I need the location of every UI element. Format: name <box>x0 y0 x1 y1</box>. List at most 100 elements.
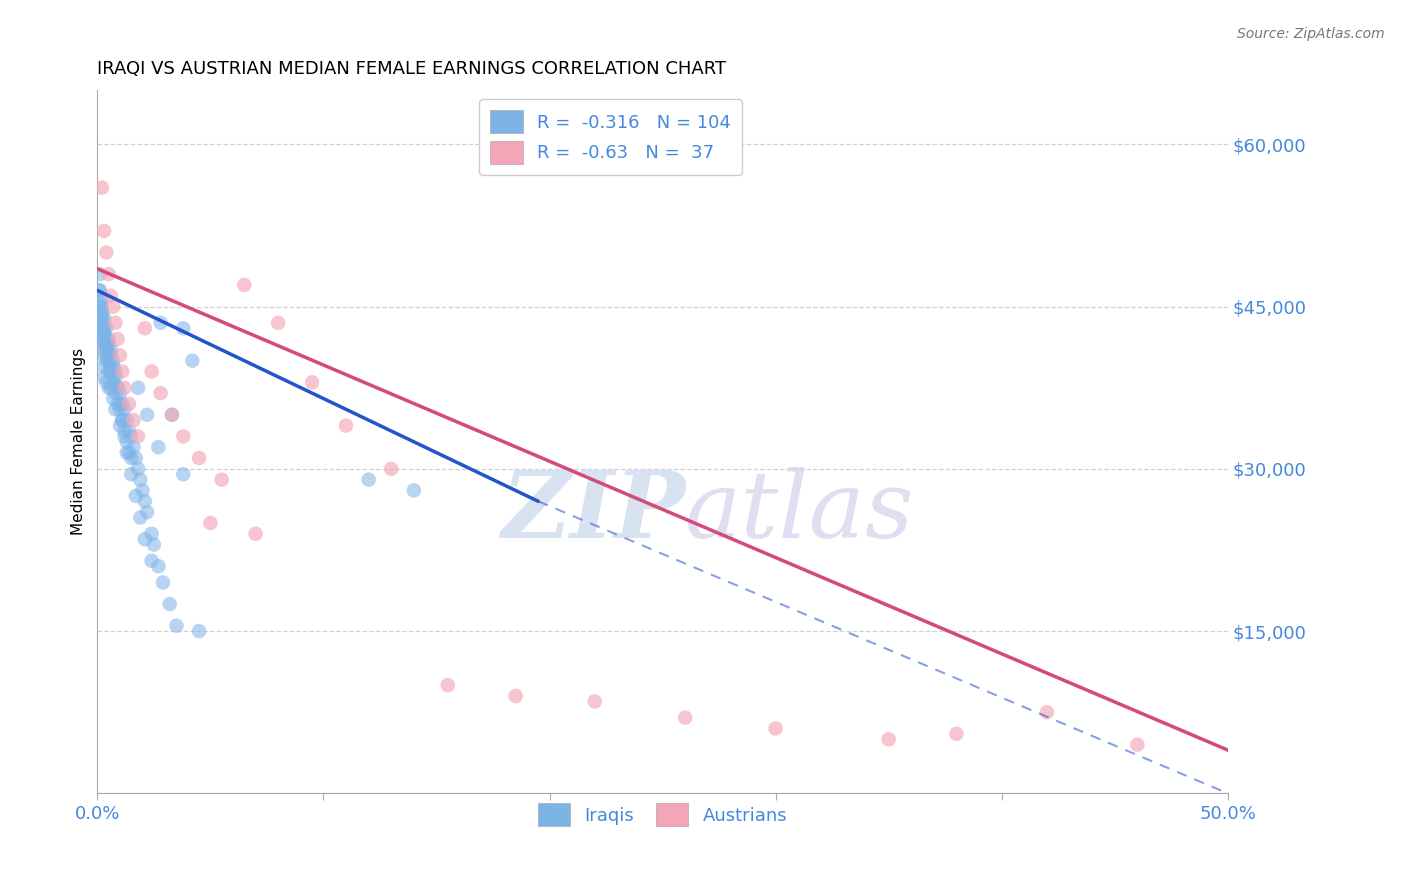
Point <box>129 510 152 524</box>
Point <box>90 294 112 309</box>
Point <box>267 316 290 330</box>
Point <box>101 359 124 373</box>
Point <box>108 397 131 411</box>
Point <box>93 310 115 325</box>
Point <box>89 284 111 298</box>
Point <box>149 386 172 401</box>
Point <box>89 294 111 309</box>
Point <box>877 732 900 747</box>
Point <box>583 694 606 708</box>
Point <box>122 440 145 454</box>
Point <box>107 381 129 395</box>
Point <box>96 343 118 357</box>
Point <box>90 343 112 357</box>
Point <box>188 450 211 465</box>
Point <box>104 386 127 401</box>
Point <box>100 343 122 357</box>
Point <box>245 526 267 541</box>
Point <box>93 359 115 373</box>
Point <box>100 364 122 378</box>
Point <box>436 678 458 692</box>
Point <box>1036 705 1059 719</box>
Point <box>115 445 138 459</box>
Point <box>172 321 194 335</box>
Point <box>93 326 115 341</box>
Point <box>107 332 129 346</box>
Point <box>108 386 131 401</box>
Point <box>114 424 136 438</box>
Point <box>136 408 159 422</box>
Text: atlas: atlas <box>685 467 915 558</box>
Point <box>89 284 111 298</box>
Point <box>131 483 153 498</box>
Point <box>108 348 131 362</box>
Point <box>100 381 122 395</box>
Point <box>160 408 183 422</box>
Point <box>335 418 357 433</box>
Point <box>141 526 163 541</box>
Point <box>181 353 204 368</box>
Point <box>104 402 127 417</box>
Point <box>97 353 120 368</box>
Point <box>402 483 425 498</box>
Point <box>111 364 134 378</box>
Point <box>148 559 170 574</box>
Point <box>101 353 124 368</box>
Point <box>120 467 142 482</box>
Point <box>89 267 111 281</box>
Point <box>115 413 138 427</box>
Point <box>301 376 323 390</box>
Point <box>104 370 127 384</box>
Point <box>159 597 181 611</box>
Point <box>100 364 122 378</box>
Point <box>101 392 124 406</box>
Point <box>93 348 115 362</box>
Point <box>100 289 122 303</box>
Point <box>93 316 115 330</box>
Point <box>136 505 159 519</box>
Point <box>90 300 112 314</box>
Point <box>90 305 112 319</box>
Point <box>97 348 120 362</box>
Point <box>96 332 118 346</box>
Point <box>1126 738 1149 752</box>
Point <box>118 445 141 459</box>
Point <box>97 337 120 351</box>
Point <box>90 321 112 335</box>
Point <box>97 348 120 362</box>
Point <box>104 364 127 378</box>
Point <box>127 381 149 395</box>
Point <box>141 364 163 378</box>
Point <box>96 376 118 390</box>
Point <box>127 429 149 443</box>
Point <box>765 722 787 736</box>
Point <box>115 434 138 449</box>
Point <box>200 516 222 530</box>
Point <box>93 337 115 351</box>
Point <box>90 332 112 346</box>
Point <box>357 473 380 487</box>
Point <box>89 332 111 346</box>
Point <box>945 727 967 741</box>
Point <box>188 624 211 639</box>
Point <box>96 337 118 351</box>
Point <box>129 473 152 487</box>
Point <box>93 370 115 384</box>
Point <box>122 413 145 427</box>
Point <box>100 348 122 362</box>
Point <box>149 316 172 330</box>
Point <box>96 245 118 260</box>
Point <box>97 364 120 378</box>
Legend: Iraqis, Austrians: Iraqis, Austrians <box>530 796 794 833</box>
Text: Source: ZipAtlas.com: Source: ZipAtlas.com <box>1237 27 1385 41</box>
Point <box>120 450 142 465</box>
Point <box>134 321 156 335</box>
Point <box>97 267 120 281</box>
Point <box>96 321 118 335</box>
Point <box>125 450 148 465</box>
Point <box>114 381 136 395</box>
Point <box>100 359 122 373</box>
Point <box>93 321 115 335</box>
Point <box>114 429 136 443</box>
Point <box>118 424 141 438</box>
